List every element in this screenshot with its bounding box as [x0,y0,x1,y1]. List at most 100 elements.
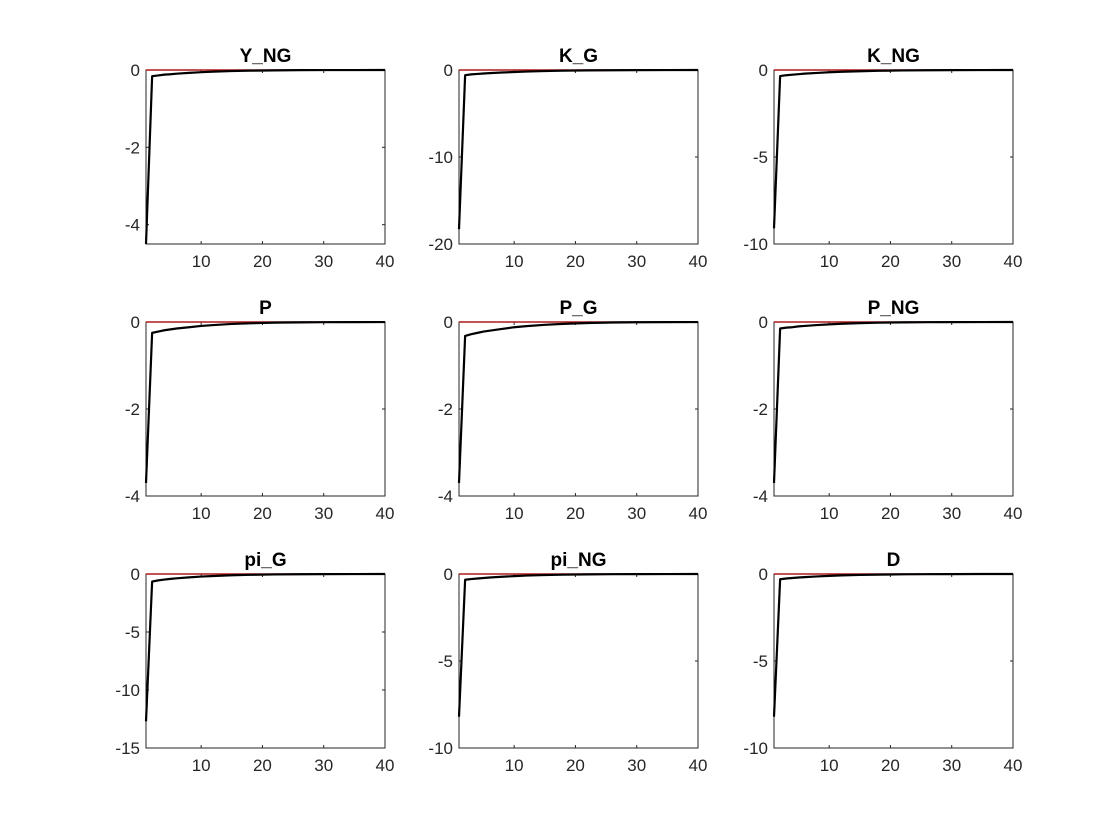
y-tick-label: 0 [131,313,140,332]
subplot-title: P [259,298,272,319]
x-tick-label: 40 [376,756,395,775]
x-tick-label: 30 [314,756,333,775]
x-tick-label: 10 [505,756,524,775]
subplot-p: P 10 20 30 40 0 -2 -4 [125,298,395,523]
axes-box [773,321,1014,497]
x-tick-label: 10 [192,756,211,775]
y-tick-label: -2 [125,400,140,419]
subplot-d: D 10 20 30 40 0 -5 -10 [743,550,1022,775]
x-tick-label: 30 [627,756,646,775]
x-tick-label: 40 [689,252,708,271]
axes-box [458,321,699,497]
subplot-title: D [887,550,901,571]
subplot-p-ng: P_NG 10 20 30 40 0 -2 -4 [753,298,1023,523]
y-tick-label: -5 [753,148,768,167]
x-tick-label: 20 [253,504,272,523]
y-tick-label: 0 [444,313,453,332]
x-tick-label: 10 [505,504,524,523]
y-tick-label: 0 [759,565,768,584]
subplot-title: pi_NG [551,550,607,571]
axes-box [145,573,386,749]
x-tick-label: 30 [314,504,333,523]
x-tick-label: 20 [566,504,585,523]
subplot-pi-g: pi_G 10 20 30 40 0 -5 -10 -15 [115,550,394,775]
x-tick-label: 30 [942,756,961,775]
x-tick-label: 40 [1004,252,1023,271]
x-tick-label: 40 [376,252,395,271]
y-tick-label: -15 [115,739,140,758]
y-tick-label: 0 [444,61,453,80]
response-line [457,68,699,230]
y-tick-label: -10 [428,148,453,167]
y-tick-label: -10 [115,681,140,700]
y-tick-label: -4 [125,487,140,506]
y-tick-label: -2 [438,400,453,419]
x-tick-label: 10 [192,252,211,271]
response-line [772,572,1014,717]
x-tick-label: 10 [820,504,839,523]
x-tick-label: 30 [314,252,333,271]
y-tick-label: 0 [759,61,768,80]
subplot-title: K_G [559,46,598,67]
x-tick-label: 40 [689,504,708,523]
axes-box [145,69,386,245]
x-tick-label: 20 [566,756,585,775]
x-tick-label: 20 [881,504,900,523]
response-line [144,572,386,722]
subplot-title: Y_NG [240,46,292,67]
y-tick-label: -4 [125,216,140,235]
axes-box [458,573,699,749]
y-tick-label: -20 [428,235,453,254]
y-tick-label: -5 [438,652,453,671]
response-line [457,572,699,717]
x-tick-label: 40 [1004,756,1023,775]
y-tick-label: -5 [753,652,768,671]
y-tick-label: -2 [125,138,140,157]
x-tick-label: 20 [881,756,900,775]
y-tick-label: 0 [131,61,140,80]
subplot-title: P_NG [868,298,920,319]
subplot-title: K_NG [867,46,920,67]
response-line [772,320,1014,483]
x-tick-label: 20 [566,252,585,271]
y-tick-label: 0 [759,313,768,332]
x-tick-label: 30 [942,504,961,523]
x-tick-label: 20 [253,252,272,271]
subplot-y-ng: Y_NG 10 20 30 40 0 -2 -4 [125,46,395,271]
x-tick-label: 40 [689,756,708,775]
x-tick-label: 30 [627,504,646,523]
y-tick-label: -10 [428,739,453,758]
x-tick-label: 40 [1004,504,1023,523]
subplot-pi-ng: pi_NG 10 20 30 40 0 -5 -10 [428,550,707,775]
y-tick-label: -5 [125,623,140,642]
x-tick-label: 10 [820,252,839,271]
response-line [457,320,699,483]
y-tick-label: -4 [438,487,453,506]
subplot-p-g: P_G 10 20 30 40 0 -2 -4 [438,298,708,523]
x-tick-label: 20 [881,252,900,271]
subplot-k-g: K_G 10 20 30 40 0 -10 -20 [428,46,707,271]
axes-box [145,321,386,497]
x-tick-label: 40 [376,504,395,523]
y-tick-label: -10 [743,235,768,254]
subplot-title: P_G [559,298,597,319]
x-tick-label: 10 [505,252,524,271]
x-tick-label: 30 [942,252,961,271]
y-tick-label: -2 [753,400,768,419]
subplot-k-ng: K_NG 10 20 30 40 0 -5 -10 [743,46,1022,271]
x-tick-label: 30 [627,252,646,271]
response-line [144,68,386,245]
y-tick-label: -4 [753,487,768,506]
response-line [144,320,386,483]
y-tick-label: 0 [131,565,140,584]
x-tick-label: 10 [192,504,211,523]
axes-box [773,69,1014,245]
x-tick-label: 10 [820,756,839,775]
y-tick-label: -10 [743,739,768,758]
axes-box [458,69,699,245]
response-line [772,68,1014,229]
x-tick-label: 20 [253,756,272,775]
subplot-title: pi_G [244,550,286,571]
y-tick-label: 0 [444,565,453,584]
